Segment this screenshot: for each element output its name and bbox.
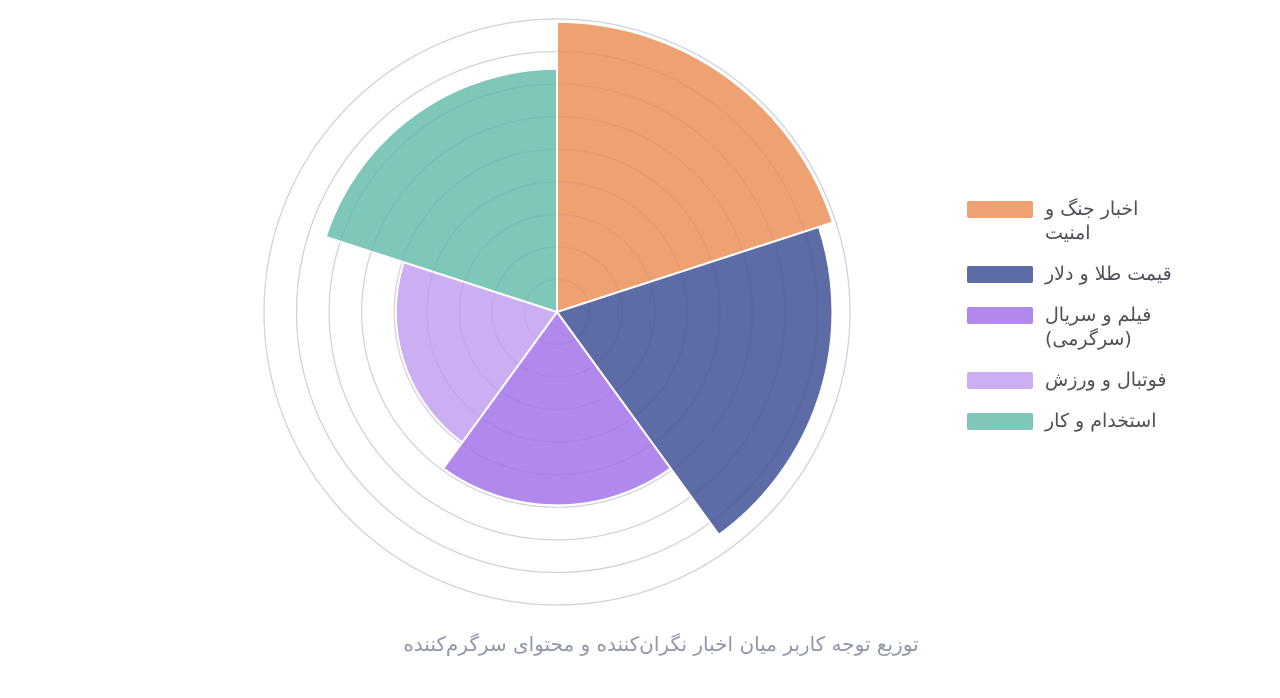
legend-swatch xyxy=(967,307,1033,324)
legend-label: فیلم و سریال (سرگرمی) xyxy=(1045,304,1152,350)
legend-swatch xyxy=(967,413,1033,430)
sector-war-security-news[interactable] xyxy=(556,20,834,313)
legend: اخبار جنگ و امنیت قیمت طلا و دلار فیلم و… xyxy=(967,197,1172,450)
legend-swatch xyxy=(967,372,1033,389)
legend-item-war-security-news[interactable]: اخبار جنگ و امنیت xyxy=(967,197,1138,245)
legend-item-football-sports[interactable]: فوتبال و ورزش xyxy=(967,368,1167,392)
legend-label: قیمت طلا و دلار xyxy=(1045,263,1172,285)
legend-swatch xyxy=(967,201,1033,218)
legend-item-movies-series-entertainment[interactable]: فیلم و سریال (سرگرمی) xyxy=(967,303,1151,351)
legend-label: استخدام و کار xyxy=(1045,410,1157,432)
sector-football-sports[interactable] xyxy=(394,261,558,444)
chart-sectors xyxy=(324,20,834,536)
legend-swatch xyxy=(967,266,1033,283)
legend-item-employment-work[interactable]: استخدام و کار xyxy=(967,409,1156,433)
polar-grid-rings-overlay xyxy=(263,18,851,606)
legend-item-gold-dollar-price[interactable]: قیمت طلا و دلار xyxy=(967,262,1172,286)
legend-label: فوتبال و ورزش xyxy=(1045,369,1167,391)
sector-gold-dollar-price[interactable] xyxy=(556,225,834,536)
chart-title: توزیع توجه کاربر میان اخبار نگران‌کننده … xyxy=(403,632,919,656)
sector-employment-work[interactable] xyxy=(324,67,558,313)
sector-movies-series-entertainment[interactable] xyxy=(442,311,672,507)
legend-label: اخبار جنگ و امنیت xyxy=(1045,198,1139,244)
